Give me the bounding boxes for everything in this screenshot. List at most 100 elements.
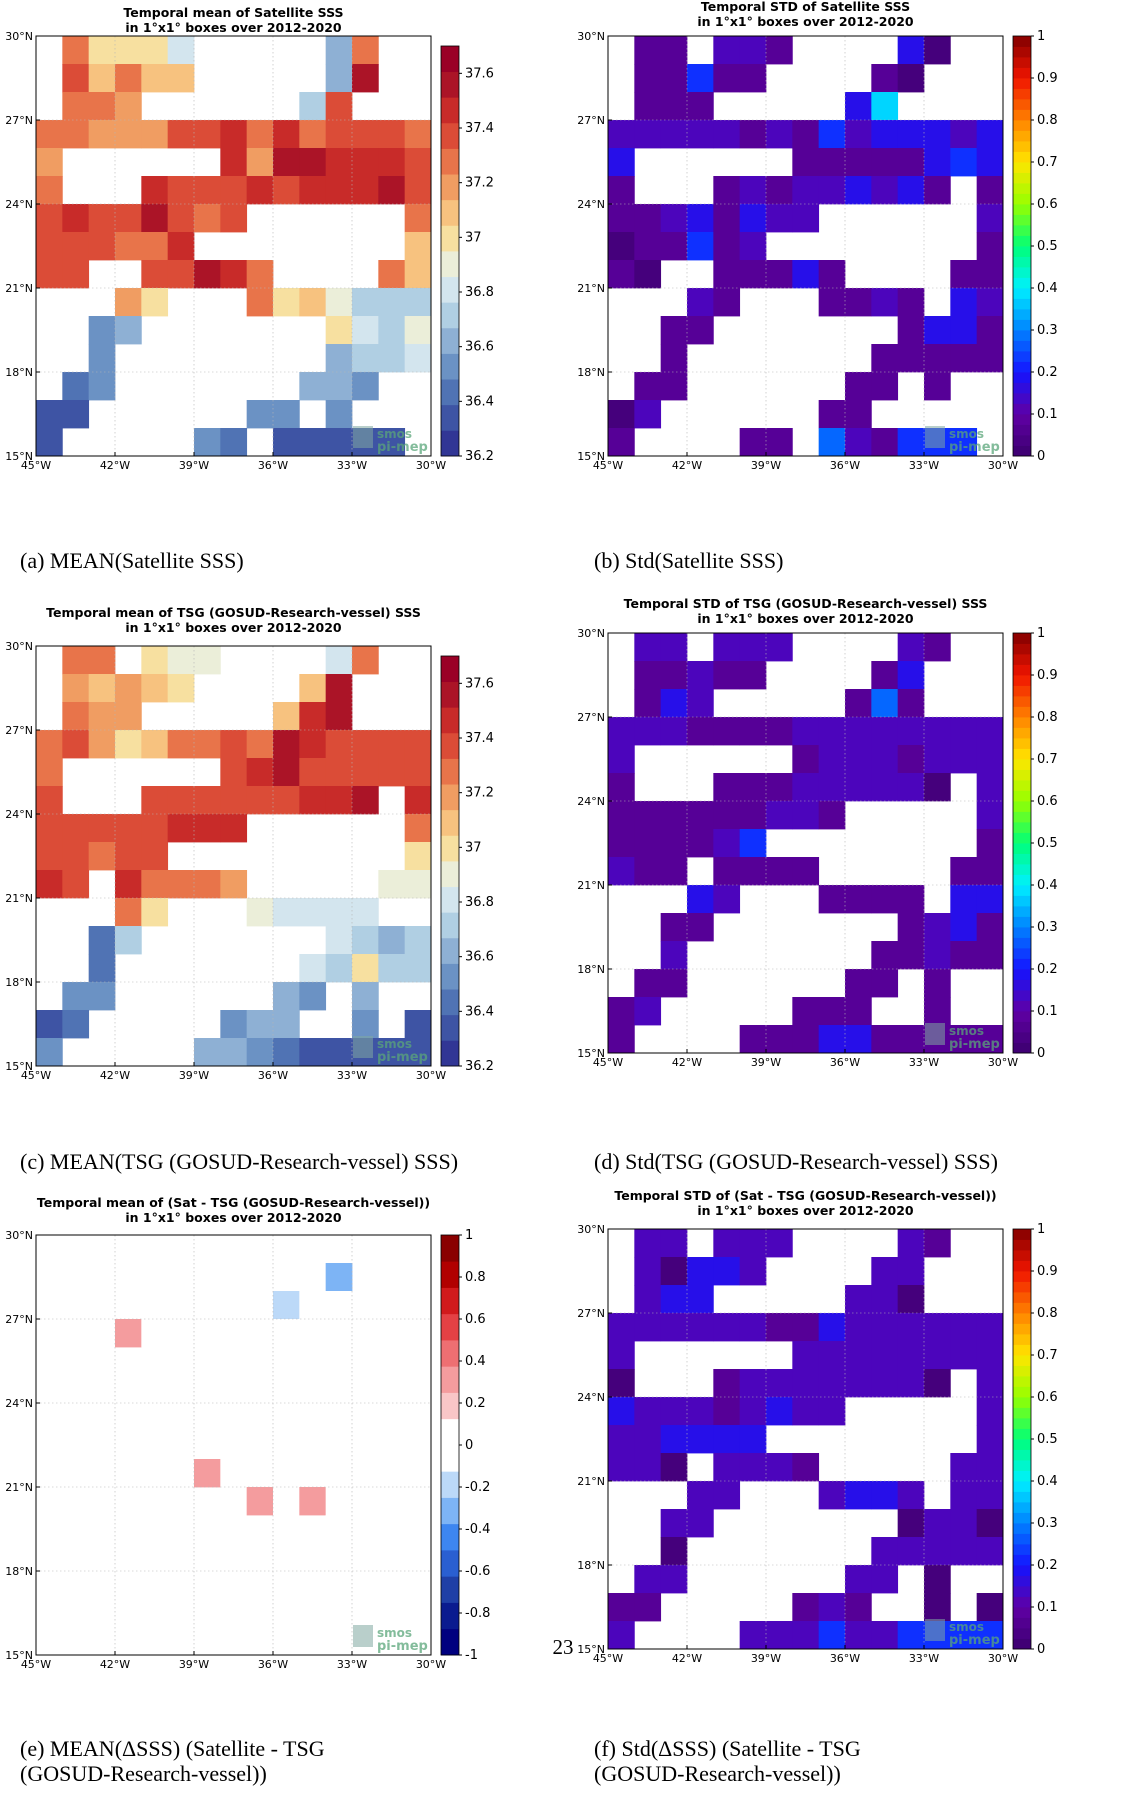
heatmap-cell [634, 717, 662, 746]
heatmap-cell [352, 1571, 379, 1600]
colorbar-segment [441, 681, 459, 708]
heatmap-cells [36, 646, 432, 1067]
heatmap-cell [246, 1599, 274, 1628]
colorbar-segment [441, 861, 459, 888]
colorbar-segment [441, 199, 459, 226]
heatmap-cell [871, 344, 899, 373]
colorbar-segment [1013, 1365, 1031, 1377]
colorbar-segment [441, 937, 459, 964]
y-tick-label: 21°N [577, 282, 605, 295]
heatmap-cell [608, 801, 635, 830]
heatmap-cell [976, 232, 1004, 261]
colorbar-segment [1013, 1418, 1031, 1429]
heatmap-cell [62, 204, 90, 233]
heatmap-cell [352, 1375, 379, 1404]
y-tick-label: 24°N [577, 1391, 605, 1404]
heatmap-cell [325, 1515, 353, 1544]
heatmap-cell [167, 786, 195, 815]
colorbar-segment [1013, 1281, 1031, 1293]
heatmap-cell [115, 870, 142, 899]
heatmap-cell [818, 1481, 846, 1510]
heatmap-cell [634, 633, 662, 662]
panel-caption: (f) Std(ΔSSS) (Satellite - TSG [594, 1736, 861, 1761]
heatmap-cell [713, 232, 741, 261]
panel-e: Temporal mean of (Sat - TSG (GOSUD-Resea… [5, 1195, 490, 1786]
heatmap-cell [167, 1263, 195, 1292]
x-tick-label: 39°W [751, 459, 781, 472]
heatmap-cell [404, 204, 432, 233]
heatmap-cell [273, 1487, 300, 1516]
colorbar-segment [1013, 1313, 1031, 1324]
heatmap-cell [660, 36, 688, 65]
colorbar-tick-label: 36.2 [465, 449, 494, 464]
colorbar-segment [1013, 99, 1031, 110]
heatmap-cell [141, 1487, 169, 1516]
heatmap-cell [634, 36, 662, 65]
heatmap-cell [818, 885, 846, 914]
heatmap-cell [115, 1319, 142, 1348]
heatmap-cell [299, 1627, 327, 1656]
heatmap-cell [739, 773, 767, 802]
heatmap-cells [608, 1229, 1004, 1650]
heatmap-cell [220, 428, 248, 457]
heatmap-cell [141, 64, 169, 93]
colorbar-tick-label: 0.2 [1037, 365, 1058, 380]
colorbar-segment [441, 430, 459, 457]
heatmap-cell [950, 745, 978, 774]
heatmap-cell [687, 1397, 714, 1426]
heatmap-cell [660, 1313, 688, 1342]
panel-subtitle: in 1°x1° boxes over 2012-2020 [125, 620, 342, 635]
heatmap-cell [404, 1431, 432, 1460]
heatmap-cell [897, 689, 925, 718]
heatmap-cell [299, 982, 327, 1011]
heatmap-cell [378, 1038, 406, 1067]
heatmap-cell [897, 661, 925, 690]
heatmap-cell [62, 814, 90, 843]
heatmap-cell [634, 689, 662, 718]
y-tick-label: 15°N [5, 1060, 33, 1073]
colorbar-segment [1013, 1491, 1031, 1503]
heatmap-cell [818, 1025, 846, 1054]
panel-subtitle: in 1°x1° boxes over 2012-2020 [697, 611, 914, 626]
heatmap-cell [739, 260, 767, 289]
heatmap-cell [220, 1403, 248, 1432]
colorbar-tick-label: 37.4 [465, 121, 494, 136]
heatmap-cell [818, 997, 846, 1026]
heatmap-cell [273, 1599, 300, 1628]
colorbar-frame [440, 655, 460, 1067]
colorbar-segment [1013, 1470, 1031, 1482]
heatmap-cell [352, 36, 379, 65]
heatmap-cell [634, 1593, 662, 1622]
heatmap-cell [713, 661, 741, 690]
heatmap-cell [976, 120, 1004, 149]
heatmap-cell [976, 885, 1004, 914]
heatmap-cell [687, 801, 714, 830]
heatmap-cell [141, 1431, 169, 1460]
plot-frame [607, 1228, 1004, 1650]
heatmap-cell [634, 260, 662, 289]
heatmap-cell [62, 372, 90, 401]
heatmap-cell [845, 773, 872, 802]
heatmap-cell [404, 954, 432, 983]
x-tick-label: 42°W [672, 1652, 702, 1665]
heatmap-cell [325, 372, 353, 401]
x-tick-label: 45°W [593, 1652, 623, 1665]
heatmap-cell [871, 1313, 899, 1342]
heatmap-cell [976, 1341, 1004, 1370]
colorbar-segment [1013, 1355, 1031, 1366]
heatmap-cell [739, 857, 767, 886]
heatmap-cell [194, 786, 221, 815]
heatmap-cell [141, 814, 169, 843]
grid-lines [36, 646, 431, 1066]
colorbar-segment [441, 1235, 459, 1262]
heatmap-cell [660, 969, 688, 998]
heatmap-cell [660, 633, 688, 662]
heatmap-cell [246, 1347, 274, 1376]
heatmap-cell [220, 1627, 248, 1656]
heatmap-cell [897, 1229, 925, 1258]
colorbar-segment [1013, 1334, 1031, 1345]
panel-title: Temporal STD of TSG (GOSUD-Research-vess… [624, 596, 988, 611]
heatmap-cell [897, 745, 925, 774]
